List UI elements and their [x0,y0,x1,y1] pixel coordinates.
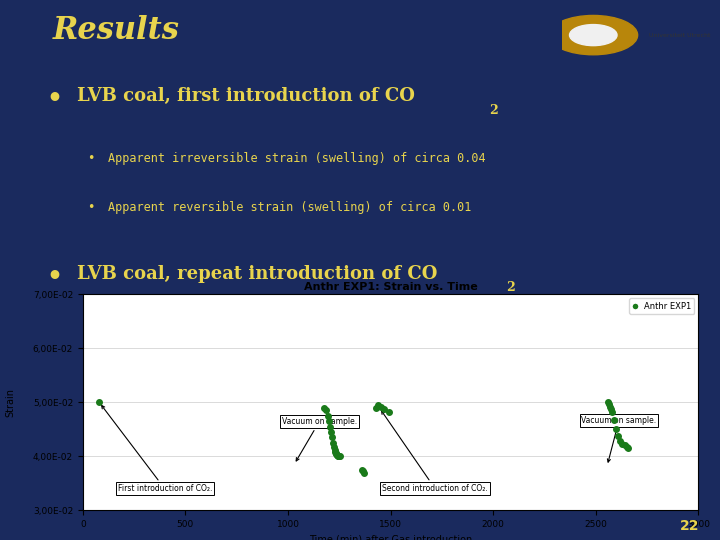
Text: 2: 2 [489,104,498,117]
Point [613,431,624,440]
Text: •: • [87,152,94,165]
Point [623,444,634,453]
Point [608,415,620,424]
Text: Results: Results [53,15,180,45]
Point [603,398,614,407]
Text: Vacuum on sample.: Vacuum on sample. [282,417,357,461]
Text: Vacuum on sample.: Vacuum on sample. [582,416,657,462]
Point [331,451,343,460]
Point [379,404,390,413]
Point [606,408,618,416]
Text: Universiteit Utrecht: Universiteit Utrecht [649,32,710,38]
Point [330,449,341,457]
Text: First introduction of CO₂.: First introduction of CO₂. [102,406,212,494]
Point [611,425,622,434]
Text: Apparent reversible strain (swelling) of circa 0.01: Apparent reversible strain (swelling) of… [108,201,471,214]
Point [318,403,330,412]
Point [618,441,630,450]
Point [331,450,343,459]
Point [335,452,346,461]
Text: 22: 22 [680,519,700,534]
Text: LVB coal, repeat introduction of CO: LVB coal, repeat introduction of CO [77,265,437,284]
Circle shape [570,25,617,45]
Point [383,408,395,416]
Point [358,468,369,477]
Point [372,401,384,409]
Point [606,404,617,413]
Point [325,428,337,436]
Text: Second introduction of CO₂.: Second introduction of CO₂. [382,411,488,494]
Point [329,446,341,454]
Y-axis label: Strain: Strain [5,388,15,417]
Point [324,422,336,431]
Point [323,417,335,426]
Title: Anthr EXP1: Strain vs. Time: Anthr EXP1: Strain vs. Time [304,282,477,292]
Point [333,452,345,461]
Point [330,448,341,456]
Point [615,437,626,445]
Point [332,451,343,460]
Text: 2: 2 [505,281,514,294]
Text: •: • [87,201,94,214]
Point [333,452,344,461]
Point [328,442,340,451]
Point [621,442,632,451]
Point [357,467,369,476]
Point [604,402,616,411]
Point [326,433,338,442]
Point [356,465,368,474]
Legend: Anthr EXP1: Anthr EXP1 [629,299,694,314]
Point [603,400,615,408]
Point [328,438,339,447]
Text: •: • [46,265,63,289]
Point [323,411,334,420]
Point [617,440,629,449]
Text: •: • [46,87,63,111]
Circle shape [549,16,638,55]
Point [376,402,387,411]
Text: LVB coal, first introduction of CO: LVB coal, first introduction of CO [77,87,415,105]
Point [330,450,342,458]
Point [94,398,105,407]
X-axis label: Time (min) after Gas introduction: Time (min) after Gas introduction [309,535,472,540]
Point [371,403,382,412]
Point [320,406,332,415]
Text: Apparent reversible strain (swelling) of circa 0.01 – 0.015: Apparent reversible strain (swelling) of… [108,329,528,342]
Text: •: • [87,329,94,342]
Text: Apparent irreversible strain (swelling) of circa 0.04: Apparent irreversible strain (swelling) … [108,152,485,165]
